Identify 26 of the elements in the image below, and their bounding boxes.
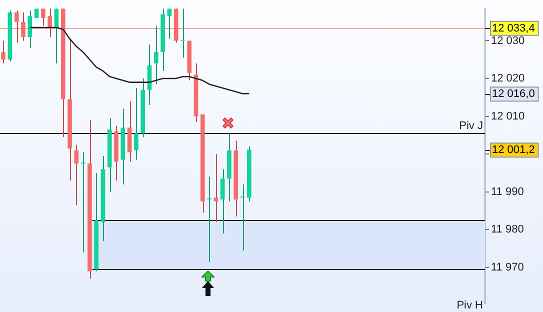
y-tick-label: 11 990 bbox=[491, 186, 524, 198]
text: 12 033,4 bbox=[492, 22, 535, 34]
candlestick bbox=[134, 87, 138, 160]
candlestick bbox=[154, 25, 158, 85]
annotation: Piv H bbox=[456, 300, 484, 312]
candlestick bbox=[14, 10, 19, 44]
candlestick bbox=[220, 168, 225, 234]
candlestick bbox=[48, 8, 52, 38]
y-tick-label: 11 980 bbox=[491, 224, 524, 236]
candlestick bbox=[28, 10, 32, 49]
candlestick bbox=[207, 176, 212, 262]
candlestick bbox=[240, 184, 245, 251]
candlestick bbox=[21, 12, 26, 42]
candlestick bbox=[80, 152, 86, 253]
candlestick bbox=[214, 154, 218, 223]
ref-line-label: Piv J bbox=[459, 120, 483, 132]
y-tick-label: 12 010 bbox=[491, 110, 525, 122]
y-tick-label: 12 030 bbox=[491, 34, 525, 47]
text: 12 016,0 bbox=[492, 88, 535, 100]
y-tick-label: 11 970 bbox=[491, 262, 524, 274]
candlestick bbox=[41, 8, 46, 26]
text: 12 001,2 bbox=[492, 144, 535, 156]
candlestick bbox=[74, 144, 79, 206]
y-tick-label: 12 020 bbox=[491, 72, 525, 85]
candlestick bbox=[1, 40, 6, 64]
candlestick bbox=[180, 8, 185, 58]
